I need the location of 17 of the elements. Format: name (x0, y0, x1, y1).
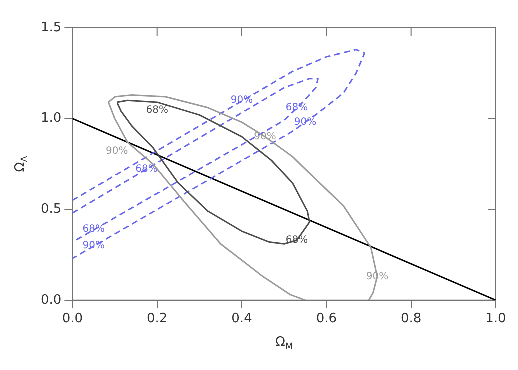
x-tick-label: 0.8 (400, 312, 422, 327)
x-tick-label: 0.4 (232, 312, 252, 327)
x-tick-label: 0.2 (146, 312, 168, 327)
annotation: 90% (294, 117, 317, 128)
annotation: 90% (106, 146, 128, 158)
y-tick-label: 0.0 (40, 292, 62, 308)
annotation: 68% (82, 224, 105, 236)
y-tick-label: 0.5 (40, 202, 62, 217)
y-axis-title: ΩΛ (13, 155, 31, 172)
x-tick-label: 1.0 (486, 312, 506, 327)
x-tick-label: 0.6 (316, 312, 338, 327)
y-tick-label: 1.5 (40, 20, 62, 36)
y-tick-label: 1.0 (40, 111, 62, 126)
x-tick-label: 0.0 (62, 312, 84, 327)
line-series (72, 49, 366, 260)
annotation: 68% (146, 105, 168, 116)
annotation: 68% (286, 102, 308, 114)
